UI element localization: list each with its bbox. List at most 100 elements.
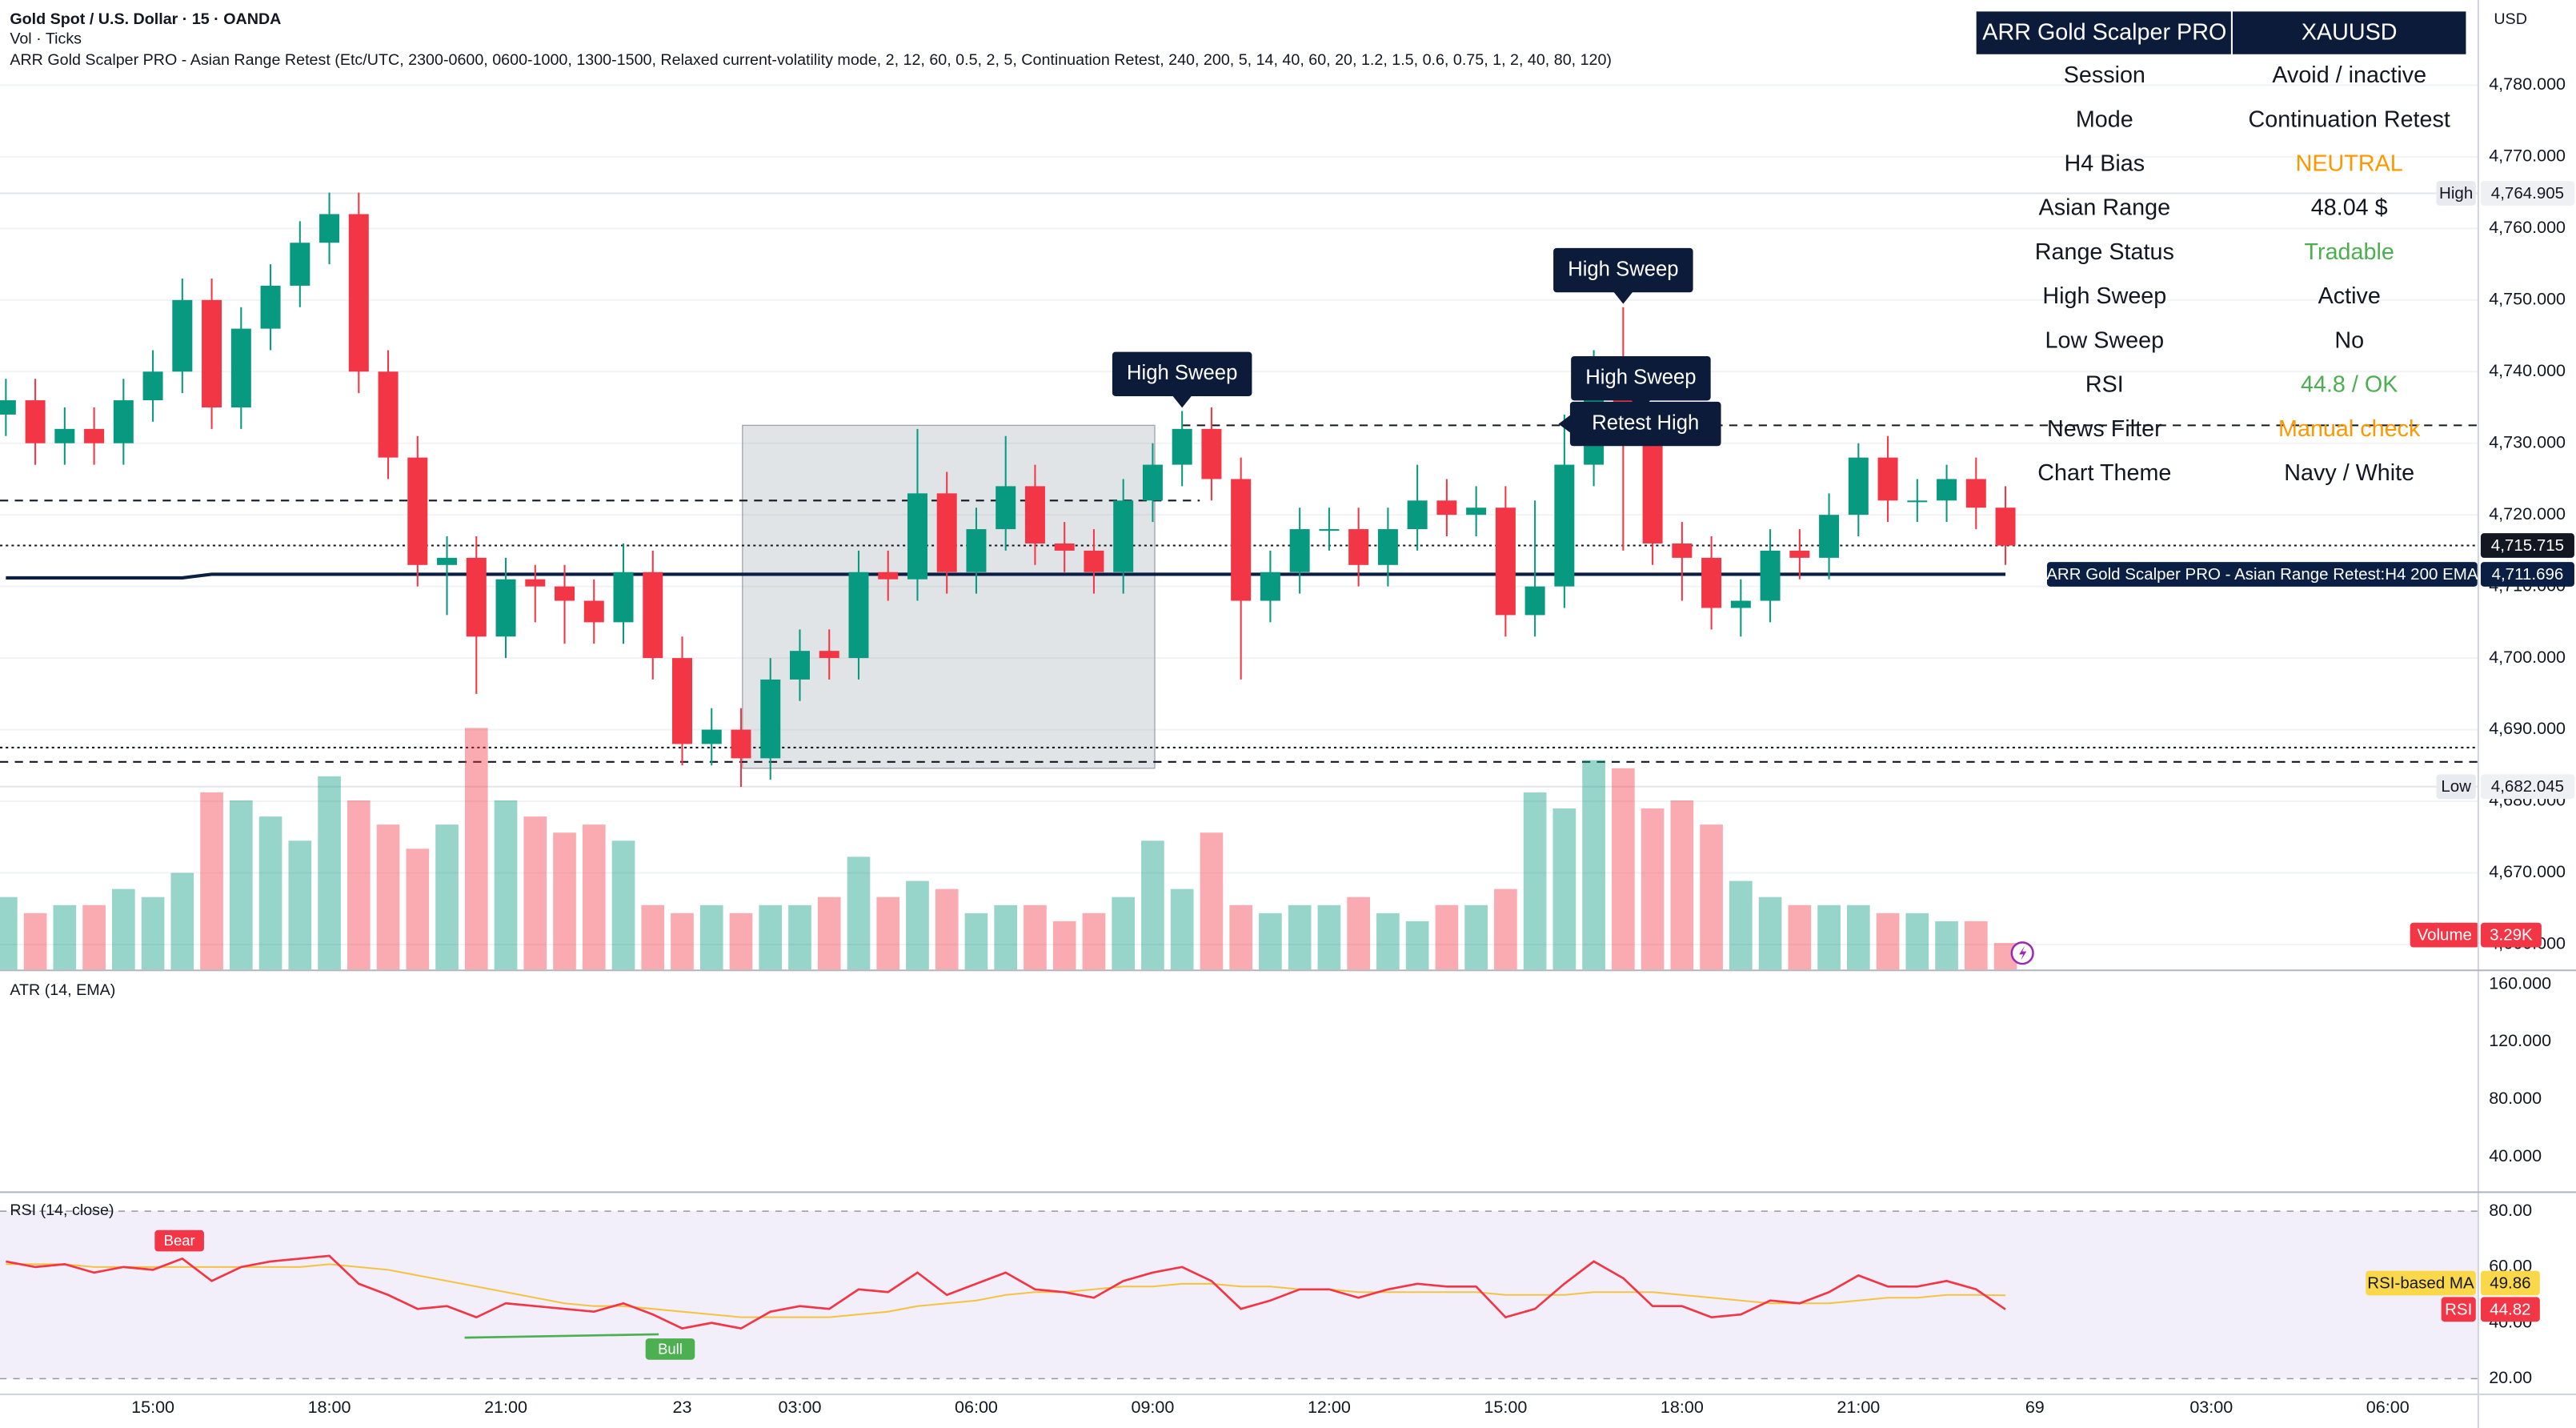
table-value: Manual check xyxy=(2278,416,2421,442)
volume-bar xyxy=(112,888,135,970)
volume-bar xyxy=(229,800,253,970)
annotation-label: High Sweep xyxy=(1127,362,1237,384)
candle-body xyxy=(1407,500,1428,530)
x-tick-label: 12:00 xyxy=(1308,1397,1351,1417)
annotation-label: High Sweep xyxy=(1585,366,1696,388)
x-tick-label: 23 xyxy=(673,1397,692,1417)
rsi-name-tag xyxy=(2441,1297,2476,1322)
last-price-tag xyxy=(2480,533,2574,558)
volume-bar xyxy=(376,824,400,970)
candle-body xyxy=(172,299,193,372)
candle-body xyxy=(1113,500,1134,572)
candle-body xyxy=(525,579,546,587)
volume-bar xyxy=(671,913,694,970)
volume-bar xyxy=(788,905,811,970)
candle-body xyxy=(1907,500,1928,503)
candle-body xyxy=(1937,479,1957,501)
rsi-value-tag-label: 44.82 xyxy=(2490,1300,2530,1318)
annotation-label: High Sweep xyxy=(1568,258,1678,280)
candle-body xyxy=(1965,479,1986,508)
y-tick-label: 40.000 xyxy=(2489,1145,2542,1165)
annotation-box xyxy=(1569,401,1721,447)
x-tick-label: 15:00 xyxy=(131,1397,174,1417)
y-tick-label: 4,670.000 xyxy=(2489,861,2566,881)
volume-bar xyxy=(1552,808,1576,970)
candle-body xyxy=(1642,443,1663,544)
table-value: Navy / White xyxy=(2284,460,2414,486)
candle-body xyxy=(202,299,222,408)
y-tick-label: 20.00 xyxy=(2489,1367,2532,1387)
candle-body xyxy=(407,457,428,565)
range-box xyxy=(742,424,1156,769)
volume-bar xyxy=(435,824,459,970)
rsi-ma-name-tag xyxy=(2366,1270,2476,1296)
divergence-line xyxy=(464,1333,659,1339)
candle-body xyxy=(1995,507,2016,546)
candle-body xyxy=(142,371,163,401)
volume-bar xyxy=(1964,921,1988,970)
volume-name-tag xyxy=(2410,922,2479,948)
table-key: Range Status xyxy=(2035,239,2174,265)
annotation-box xyxy=(1553,247,1693,293)
candle-body xyxy=(1054,543,1075,551)
candle-body xyxy=(643,572,663,659)
x-tick-label: 15:00 xyxy=(1484,1397,1527,1417)
volume-bar xyxy=(1817,905,1841,970)
volume-bar xyxy=(582,824,606,970)
volume-bar xyxy=(318,776,341,970)
low-mark-value-tag xyxy=(2480,774,2574,800)
volume-bar xyxy=(611,840,635,970)
ema-value-tag xyxy=(2480,562,2574,587)
candle-body xyxy=(555,586,575,601)
volume-bar xyxy=(1376,913,1400,970)
table-header: XAUUSD xyxy=(2302,20,2398,46)
rsi-title: RSI (14, close) xyxy=(10,1201,114,1219)
candle-body xyxy=(1760,550,1781,601)
symbol-title: Gold Spot / U.S. Dollar · 15 · OANDA xyxy=(10,10,281,28)
volume-bar xyxy=(729,913,753,970)
x-tick-label: 18:00 xyxy=(1661,1397,1704,1417)
candle-body xyxy=(348,214,369,372)
volume-bar xyxy=(200,792,223,970)
divergence-tag xyxy=(645,1338,695,1360)
candle-body xyxy=(1201,428,1222,479)
candle-body xyxy=(819,651,839,659)
volume-bar xyxy=(1905,913,1929,970)
y-tick-label: 80.00 xyxy=(2489,1200,2532,1220)
volume-bar xyxy=(1082,913,1106,970)
volume-bar xyxy=(847,856,871,970)
candle-body xyxy=(1142,464,1163,501)
high-mark-value-tag-label: 4,764.905 xyxy=(2491,184,2564,203)
plot-layer: 4,780.000 4,770.000 4,760.000 4,750.000 4,74… xyxy=(0,11,2574,1417)
table-key: Low Sweep xyxy=(2045,327,2165,353)
candle-body xyxy=(966,529,987,572)
candle-body xyxy=(1495,507,1516,616)
table-key: Asian Range xyxy=(2039,195,2171,221)
candle-body xyxy=(789,651,810,680)
table-value: No xyxy=(2334,327,2364,353)
volume-bar xyxy=(1641,808,1665,970)
volume-bar xyxy=(1024,905,1047,970)
ema-value-tag-label: 4,711.696 xyxy=(2492,565,2564,584)
table-key: High Sweep xyxy=(2042,283,2166,309)
table-value: NEUTRAL xyxy=(2296,151,2403,177)
x-tick-label: 03:00 xyxy=(779,1397,822,1417)
candle-body xyxy=(731,729,751,759)
candle-body xyxy=(672,658,692,744)
candle-body xyxy=(1260,572,1280,601)
volume-bar xyxy=(935,888,959,970)
candle-body xyxy=(936,493,957,572)
high-mark-value-tag xyxy=(2480,181,2574,206)
volume-bar xyxy=(876,897,900,970)
volume-bar xyxy=(699,905,723,970)
candle-body xyxy=(0,400,16,415)
annotation-box xyxy=(1112,351,1252,396)
candle-body xyxy=(760,679,781,759)
candle-body xyxy=(1524,586,1545,616)
volume-bar xyxy=(141,897,165,970)
volume-bar xyxy=(82,905,106,970)
table-value: 44.8 / OK xyxy=(2301,372,2398,398)
volume-bar xyxy=(1494,888,1517,970)
candle-body xyxy=(1172,428,1192,465)
volume-bar xyxy=(553,832,576,970)
